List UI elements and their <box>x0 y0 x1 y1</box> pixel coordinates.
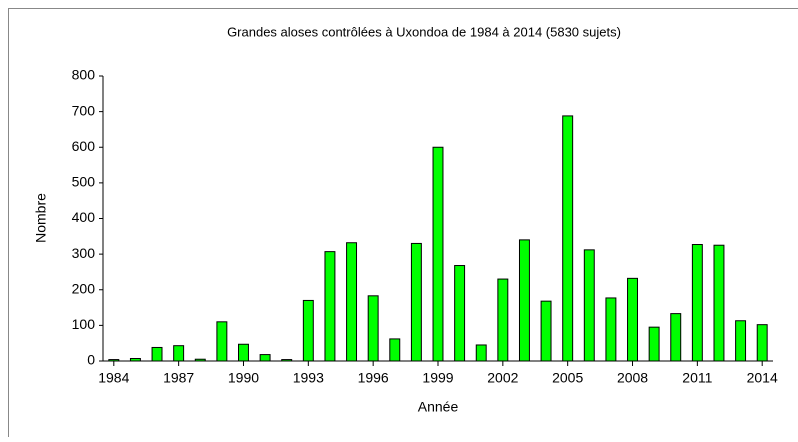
x-tick-label: 2008 <box>617 370 648 386</box>
bar <box>152 347 162 361</box>
x-tick-label: 1993 <box>293 370 324 386</box>
bar <box>519 240 529 361</box>
bar <box>692 245 702 361</box>
bar <box>239 344 249 361</box>
bar <box>411 243 421 361</box>
bar <box>368 296 378 361</box>
bar <box>671 314 681 361</box>
y-tick-label: 0 <box>87 352 95 368</box>
bar <box>498 279 508 361</box>
bar <box>584 250 594 361</box>
bar <box>217 322 227 361</box>
x-tick-label: 2002 <box>487 370 518 386</box>
x-tick-label: 2014 <box>747 370 778 386</box>
x-tick-label: 1996 <box>358 370 389 386</box>
y-tick-label: 600 <box>72 138 96 154</box>
bar <box>433 147 443 361</box>
y-tick-label: 100 <box>72 316 96 332</box>
bar <box>606 298 616 361</box>
bar <box>541 301 551 361</box>
bar <box>649 327 659 361</box>
x-tick-label: 1999 <box>422 370 453 386</box>
bar <box>390 339 400 361</box>
x-tick-label: 2011 <box>682 370 712 386</box>
bar <box>347 243 357 361</box>
y-tick-label: 700 <box>72 102 96 118</box>
bar <box>563 116 573 361</box>
x-tick-label: 2005 <box>552 370 583 386</box>
x-tick-label: 1990 <box>228 370 259 386</box>
bar <box>260 355 270 361</box>
y-tick-label: 800 <box>72 67 96 83</box>
bar <box>757 325 767 361</box>
y-tick-label: 300 <box>72 245 96 261</box>
bar <box>628 278 638 361</box>
bar <box>303 300 313 361</box>
x-tick-label: 1987 <box>163 370 194 386</box>
bar <box>455 266 465 361</box>
y-axis-label: Nombre <box>33 193 49 243</box>
bar <box>325 252 335 361</box>
x-axis-label: Année <box>418 399 459 415</box>
y-tick-label: 400 <box>72 209 96 225</box>
bar <box>736 321 746 361</box>
bar <box>174 346 184 361</box>
y-tick-label: 500 <box>72 174 96 190</box>
bar <box>714 245 724 361</box>
y-tick-label: 200 <box>72 280 96 296</box>
chart-title: Grandes aloses contrôlées à Uxondoa de 1… <box>227 24 621 39</box>
x-tick-label: 1984 <box>98 370 129 386</box>
bar <box>476 345 486 361</box>
